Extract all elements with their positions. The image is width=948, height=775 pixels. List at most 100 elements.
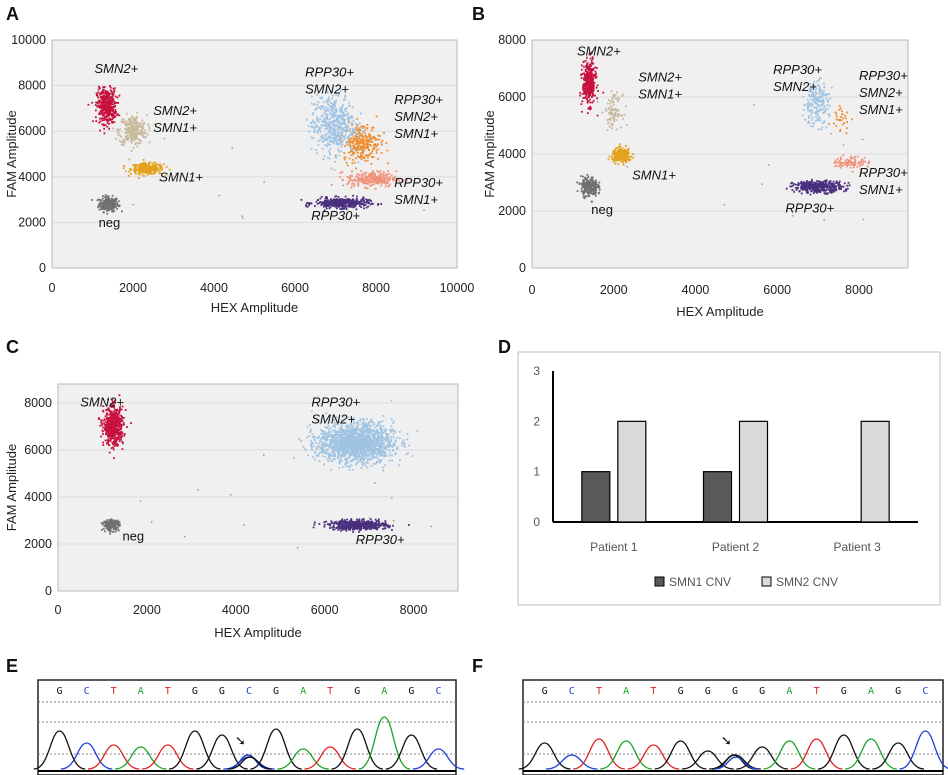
droplet bbox=[336, 115, 339, 118]
droplet bbox=[346, 204, 349, 207]
droplet bbox=[331, 199, 333, 202]
droplet bbox=[117, 522, 120, 525]
droplet bbox=[581, 184, 584, 187]
droplet bbox=[589, 93, 592, 96]
droplet bbox=[613, 150, 616, 153]
droplet bbox=[101, 429, 104, 432]
droplet bbox=[341, 200, 343, 203]
droplet bbox=[583, 186, 586, 189]
droplet bbox=[820, 104, 822, 107]
droplet bbox=[826, 100, 829, 103]
droplet bbox=[843, 182, 846, 185]
droplet bbox=[839, 156, 842, 159]
droplet bbox=[120, 136, 123, 138]
droplet bbox=[840, 161, 842, 164]
droplet bbox=[856, 155, 859, 158]
droplet bbox=[106, 424, 109, 427]
droplet bbox=[617, 157, 619, 159]
droplet bbox=[325, 203, 328, 206]
droplet bbox=[785, 187, 788, 190]
droplet bbox=[100, 96, 103, 99]
droplet bbox=[130, 139, 133, 142]
droplet bbox=[108, 429, 110, 432]
droplet bbox=[106, 103, 109, 106]
droplet bbox=[130, 127, 133, 130]
droplet bbox=[594, 70, 597, 73]
droplet bbox=[340, 129, 343, 132]
droplet bbox=[360, 148, 362, 151]
droplet bbox=[843, 122, 846, 125]
droplet bbox=[114, 414, 117, 417]
droplet bbox=[101, 117, 104, 120]
droplet bbox=[330, 133, 333, 136]
droplet bbox=[314, 108, 317, 110]
droplet bbox=[378, 138, 381, 141]
droplet bbox=[369, 143, 371, 146]
droplet bbox=[337, 138, 339, 141]
droplet bbox=[361, 176, 364, 179]
droplet bbox=[374, 137, 376, 139]
droplet bbox=[322, 202, 325, 205]
droplet bbox=[793, 190, 796, 193]
droplet bbox=[377, 182, 380, 185]
droplet bbox=[368, 135, 370, 138]
droplet bbox=[355, 128, 358, 131]
droplet bbox=[820, 181, 823, 184]
droplet bbox=[809, 182, 812, 185]
droplet bbox=[99, 113, 102, 116]
droplet bbox=[337, 148, 340, 151]
droplet bbox=[118, 94, 121, 97]
droplet bbox=[144, 169, 147, 172]
droplet bbox=[588, 94, 591, 97]
droplet bbox=[619, 151, 622, 154]
droplet bbox=[822, 91, 824, 94]
droplet bbox=[103, 119, 106, 121]
droplet bbox=[339, 123, 342, 126]
droplet bbox=[146, 133, 149, 136]
droplet bbox=[111, 204, 114, 207]
droplet bbox=[323, 155, 326, 157]
droplet bbox=[846, 163, 849, 166]
droplet bbox=[325, 89, 328, 92]
droplet bbox=[109, 418, 112, 421]
droplet bbox=[349, 147, 352, 150]
droplet bbox=[804, 189, 807, 192]
droplet bbox=[612, 153, 615, 156]
droplet bbox=[105, 525, 108, 528]
droplet bbox=[339, 142, 341, 145]
droplet bbox=[862, 160, 865, 163]
droplet bbox=[827, 98, 830, 101]
droplet bbox=[379, 181, 382, 184]
droplet bbox=[319, 106, 322, 109]
droplet bbox=[801, 182, 804, 185]
droplet bbox=[324, 144, 326, 147]
droplet bbox=[623, 154, 626, 157]
droplet bbox=[387, 170, 389, 172]
droplet bbox=[358, 179, 361, 182]
droplet bbox=[374, 173, 377, 175]
droplet bbox=[826, 107, 829, 110]
droplet bbox=[107, 432, 110, 434]
droplet bbox=[154, 168, 157, 171]
droplet bbox=[622, 156, 624, 159]
droplet bbox=[612, 116, 615, 119]
droplet bbox=[107, 527, 110, 529]
droplet bbox=[346, 125, 349, 128]
droplet bbox=[117, 101, 120, 104]
droplet bbox=[136, 164, 139, 167]
droplet bbox=[148, 166, 150, 168]
droplet bbox=[111, 426, 114, 429]
droplet bbox=[623, 158, 625, 161]
droplet bbox=[833, 190, 835, 193]
droplet bbox=[386, 174, 388, 177]
droplet bbox=[324, 197, 327, 200]
droplet bbox=[351, 179, 354, 182]
droplet bbox=[838, 165, 841, 168]
droplet bbox=[111, 106, 114, 108]
droplet bbox=[94, 104, 97, 106]
droplet bbox=[822, 189, 825, 192]
droplet bbox=[334, 100, 337, 103]
droplet bbox=[590, 77, 593, 80]
droplet bbox=[828, 113, 830, 116]
droplet bbox=[326, 109, 329, 112]
